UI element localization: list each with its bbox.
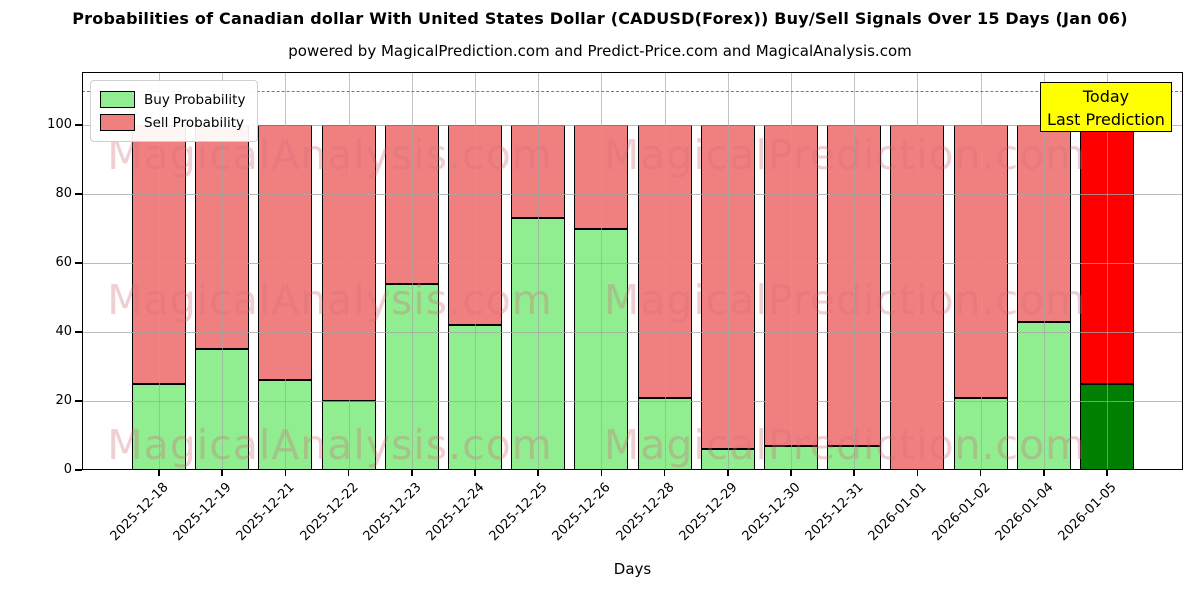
y-tick-label: 100	[47, 117, 72, 133]
x-tick-mark	[284, 470, 287, 476]
today-annotation: Today Last Prediction	[1040, 82, 1172, 132]
x-tick-mark	[537, 470, 539, 476]
x-tick-mark	[600, 470, 603, 476]
x-tick-mark	[916, 470, 919, 476]
legend-label-sell: Sell Probability	[144, 114, 245, 131]
gridline-vertical	[475, 72, 476, 470]
y-tick-label: 60	[55, 255, 72, 271]
x-axis-label: Days	[613, 560, 652, 578]
y-tick-mark	[75, 400, 82, 402]
gridline-vertical	[538, 72, 540, 470]
legend-label-buy: Buy Probability	[144, 91, 246, 108]
gridline-vertical	[411, 72, 413, 470]
gridline-horizontal	[82, 263, 1183, 265]
watermark-text: MagicalPrediction.com	[603, 131, 1087, 179]
gridline-vertical	[854, 72, 856, 470]
y-tick-mark	[75, 331, 82, 333]
gridline-vertical	[159, 72, 160, 470]
x-tick-mark	[1043, 470, 1045, 476]
x-tick-mark	[1106, 470, 1108, 476]
gridline-horizontal	[82, 125, 1183, 127]
gridline-vertical	[348, 72, 350, 470]
x-tick-label: 2025-12-18	[107, 480, 172, 545]
x-tick-mark	[158, 470, 160, 476]
y-tick-label: 0	[63, 462, 72, 477]
gridline-vertical	[791, 72, 792, 470]
x-tick-mark	[347, 470, 350, 476]
legend: Buy Probability Sell Probability	[90, 80, 259, 142]
y-tick-mark	[75, 262, 82, 264]
x-tick-mark	[474, 470, 476, 476]
y-tick-label: 20	[55, 393, 72, 409]
y-tick-mark	[75, 124, 82, 126]
watermark-text: MagicalPrediction.com	[603, 421, 1087, 469]
legend-swatch-sell	[100, 114, 135, 131]
gridline-vertical	[1043, 72, 1045, 470]
watermark-text: MagicalAnalysis.com	[107, 276, 553, 324]
gridline-vertical	[222, 72, 224, 470]
gridline-vertical	[980, 72, 982, 470]
watermark-text: MagicalAnalysis.com	[107, 421, 553, 469]
gridline-horizontal	[82, 401, 1183, 403]
gridline-vertical	[601, 72, 603, 470]
gridline-vertical	[664, 72, 666, 470]
x-tick-mark	[663, 470, 666, 476]
y-tick-label: 80	[55, 186, 72, 202]
gridline-vertical	[1107, 72, 1108, 470]
y-tick-mark	[75, 469, 82, 471]
legend-item-sell: Sell Probability	[100, 111, 245, 134]
x-tick-mark	[411, 470, 413, 476]
gridline-horizontal	[82, 332, 1183, 334]
x-tick-mark	[790, 470, 792, 476]
threshold-dashed-line	[82, 90, 1183, 92]
legend-item-buy: Buy Probability	[100, 88, 245, 111]
today-annotation-line2: Last Prediction	[1047, 110, 1165, 129]
y-tick-mark	[75, 193, 82, 195]
gridline-vertical	[285, 72, 287, 470]
x-tick-mark	[727, 470, 729, 476]
x-tick-mark	[979, 470, 982, 476]
legend-swatch-buy	[100, 91, 135, 108]
chart-title: Probabilities of Canadian dollar With Un…	[72, 9, 1128, 28]
x-tick-mark	[853, 470, 855, 476]
plot-area: MagicalAnalysis.com MagicalPrediction.com…	[75, 72, 1183, 476]
gridline-vertical	[727, 72, 729, 470]
gridline-horizontal	[82, 194, 1183, 196]
y-tick-label: 40	[55, 324, 72, 340]
x-tick-mark	[221, 470, 223, 476]
chart-subtitle: powered by MagicalPrediction.com and Pre…	[288, 42, 912, 60]
today-annotation-line1: Today	[1082, 87, 1130, 106]
watermark-text: MagicalPrediction.com	[603, 276, 1087, 324]
gridline-vertical	[917, 72, 919, 470]
